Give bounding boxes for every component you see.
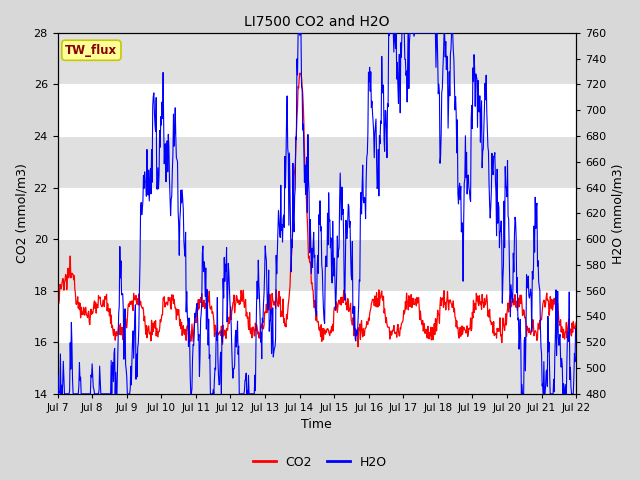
Title: LI7500 CO2 and H2O: LI7500 CO2 and H2O <box>244 15 390 29</box>
Bar <box>58 342 576 394</box>
Bar <box>58 239 576 291</box>
Text: TW_flux: TW_flux <box>65 44 117 57</box>
Bar <box>58 84 576 136</box>
X-axis label: Time: Time <box>301 419 332 432</box>
Bar <box>58 291 576 342</box>
Y-axis label: H2O (mmol/m3): H2O (mmol/m3) <box>612 163 625 264</box>
Y-axis label: CO2 (mmol/m3): CO2 (mmol/m3) <box>15 164 28 264</box>
Bar <box>58 188 576 239</box>
Bar <box>58 33 576 84</box>
Bar <box>58 136 576 188</box>
Legend: CO2, H2O: CO2, H2O <box>248 451 392 474</box>
